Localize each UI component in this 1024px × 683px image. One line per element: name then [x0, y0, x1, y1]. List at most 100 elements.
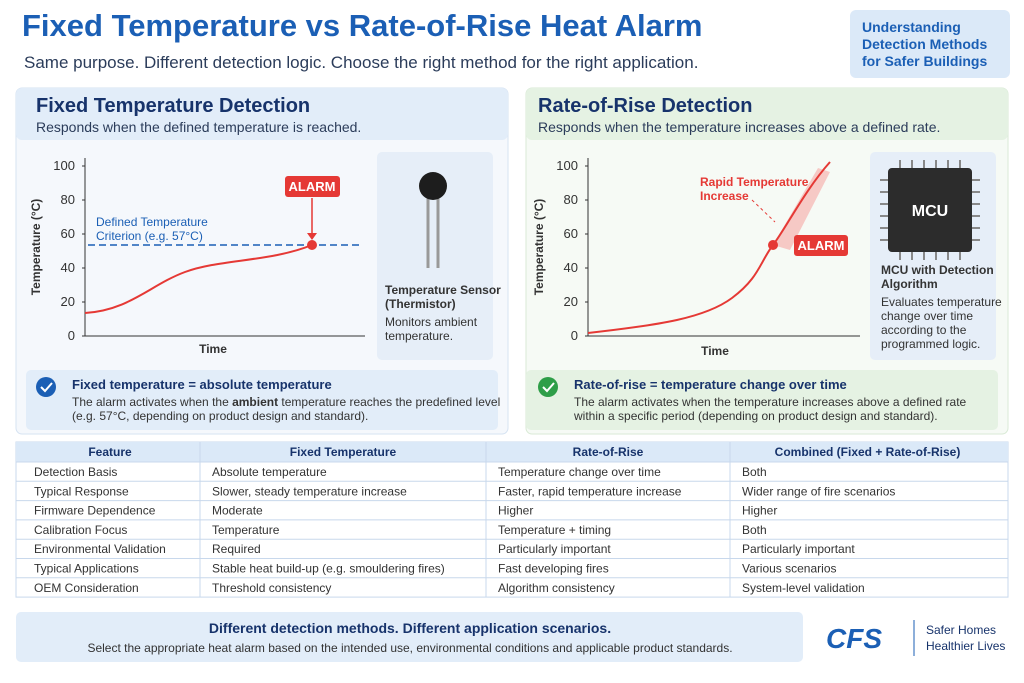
cell: Both [742, 465, 767, 479]
callout-arrow [751, 199, 776, 223]
panel-title: Fixed Temperature Detection [36, 95, 310, 117]
table: Feature Fixed Temperature Rate-of-Rise Comb… [15, 441, 1009, 598]
criterion-label: Criterion (e.g. 57°C) [96, 229, 203, 243]
device-desc: Monitors ambient [385, 315, 478, 329]
cell: Particularly important [498, 542, 611, 556]
cell: Temperature + timing [498, 523, 611, 537]
column-header: Feature [88, 445, 132, 459]
y-tick-label: 80 [564, 192, 578, 207]
cell: Typical Response [34, 484, 129, 498]
chip [888, 168, 972, 252]
panel-header [16, 88, 508, 140]
cell: Algorithm consistency [498, 581, 615, 595]
y-tick-label: 100 [556, 158, 578, 173]
cell: Environmental Validation [34, 542, 166, 556]
device-box [377, 152, 493, 360]
badge [850, 10, 1010, 78]
cell: Absolute temperature [212, 465, 327, 479]
note-title: Fixed temperature = absolute temperature [72, 377, 332, 392]
alarm-point [307, 240, 317, 250]
y-tick-label: 60 [61, 226, 75, 241]
arrowhead [307, 233, 317, 240]
panel-header [526, 88, 1008, 140]
panel-title: Rate-of-Rise Detection [538, 95, 752, 117]
cell: Particularly important [742, 542, 855, 556]
cell: Various scenarios [742, 562, 837, 576]
tagline: Healthier Lives [926, 639, 1005, 653]
cell: Stable heat build-up (e.g. smouldering f… [212, 562, 445, 576]
device-desc: programmed logic. [881, 337, 980, 351]
panel-subtitle: Responds when the defined temperature is… [36, 119, 361, 135]
note-box [26, 370, 498, 430]
column-header: Fixed Temperature [290, 445, 397, 459]
device-name: Temperature Sensor [385, 283, 501, 297]
device-desc: according to the [881, 323, 967, 337]
footer-headline: Different detection methods. Different a… [209, 620, 611, 636]
y-axis-label: Temperature (°C) [29, 199, 43, 296]
y-tick-label: 100 [53, 158, 75, 173]
callout: Increase [700, 189, 749, 203]
note-text: The alarm activates when the ambient tem… [72, 395, 500, 409]
note-text: within a specific period (depending on p… [573, 409, 938, 423]
y-tick-label: 20 [564, 294, 578, 309]
cell: Fast developing fires [498, 562, 609, 576]
device-name: (Thermistor) [385, 297, 456, 311]
criterion-label: Defined Temperature [96, 215, 208, 229]
chip-pins [880, 160, 980, 260]
cell: Firmware Dependence [34, 504, 156, 518]
cell: Calibration Focus [34, 523, 127, 537]
device-desc: change over time [881, 309, 973, 323]
alarm-label: ALARM [798, 238, 845, 253]
cell: System-level validation [742, 581, 865, 595]
note-text: (e.g. 57°C, depending on product design … [72, 409, 368, 423]
check-icon [538, 377, 558, 397]
curve [84, 244, 313, 314]
cell: Higher [742, 504, 777, 518]
alarm-point [768, 240, 778, 250]
cell: Temperature [212, 523, 280, 537]
y-tick-label: 40 [564, 260, 578, 275]
cell: Detection Basis [34, 465, 117, 479]
table-header [16, 442, 1008, 462]
y-tick-label: 20 [61, 294, 75, 309]
tagline: Safer Homes [926, 623, 996, 637]
curve [587, 161, 831, 334]
alarm-label: ALARM [289, 179, 336, 194]
y-tick-label: 40 [61, 260, 75, 275]
cell: Wider range of fire scenarios [742, 484, 895, 498]
badge-line: Understanding [862, 19, 961, 35]
column-header: Rate-of-Rise [573, 445, 644, 459]
note-title: Rate-of-rise = temperature change over t… [574, 377, 847, 392]
x-axis-label: Time [199, 342, 227, 356]
cell: Slower, steady temperature increase [212, 484, 407, 498]
y-tick-label: 0 [68, 328, 75, 343]
y-tick-label: 0 [571, 328, 578, 343]
y-tick-label: 80 [61, 192, 75, 207]
device-name: MCU with Detection [881, 263, 994, 277]
y-axis-label: Temperature (°C) [532, 199, 546, 296]
thermistor [419, 172, 447, 200]
cell: Moderate [212, 504, 263, 518]
badge-line: Detection Methods [862, 36, 987, 52]
y-tick-label: 60 [564, 226, 578, 241]
alarm-box [794, 235, 848, 256]
x-axis-label: Time [701, 344, 729, 358]
check-icon [36, 377, 56, 397]
rise-shade [773, 168, 830, 250]
panel-subtitle: Responds when the temperature increases … [538, 119, 940, 135]
cell: Temperature change over time [498, 465, 661, 479]
callout: Rapid Temperature [700, 175, 809, 189]
logo: CFS [826, 623, 882, 654]
note-text: The alarm activates when the temperature… [574, 395, 967, 409]
chip-label: MCU [912, 203, 948, 220]
cell: Required [212, 542, 261, 556]
note-box [526, 370, 998, 430]
device-desc: Evaluates temperature [881, 295, 1002, 309]
check [542, 382, 555, 393]
subtitle: Same purpose. Different detection logic.… [24, 53, 698, 72]
badge-line: for Safer Buildings [862, 53, 987, 69]
column-header: Combined (Fixed + Rate-of-Rise) [775, 445, 961, 459]
device-desc: temperature. [385, 329, 453, 343]
cell: Both [742, 523, 767, 537]
